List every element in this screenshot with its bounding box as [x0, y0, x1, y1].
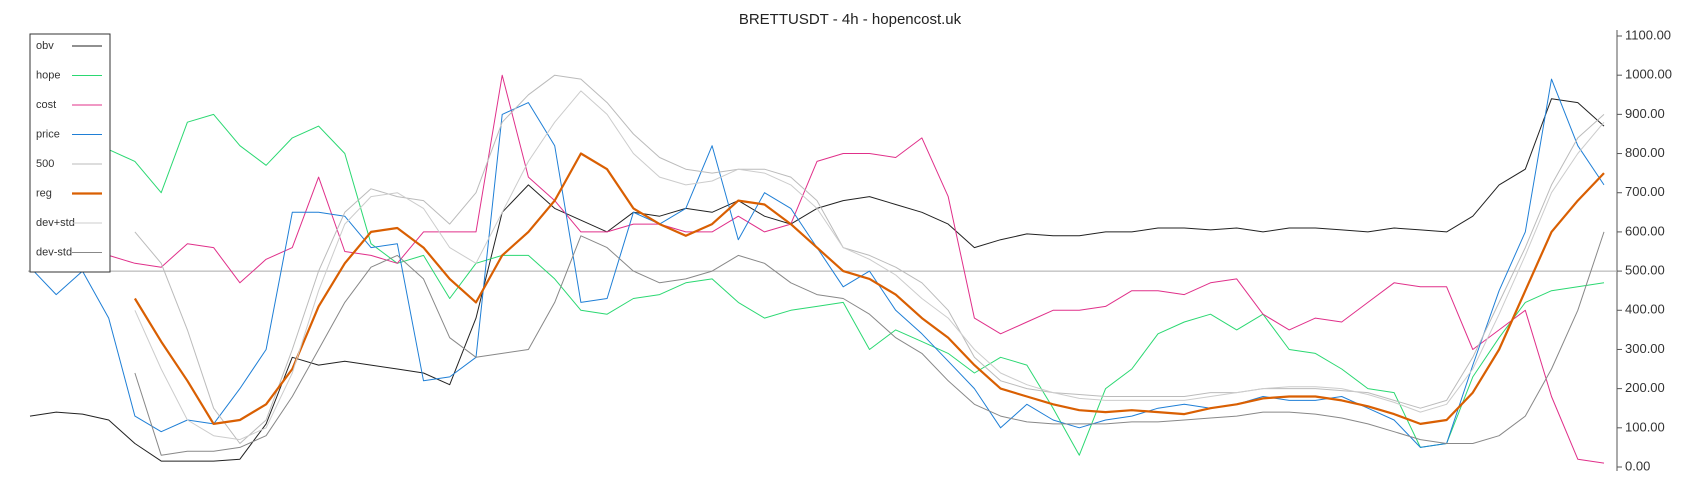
y-tick-label: 0.00 — [1625, 458, 1650, 473]
y-tick-label: 200.00 — [1625, 380, 1665, 395]
series-line — [134, 74, 1605, 444]
y-tick-label: 300.00 — [1625, 341, 1665, 356]
legend: obv hope cost price 500 reg dev+std dev-std — [29, 33, 111, 273]
chart-title: BRETTUSDT - 4h - hopencost.uk — [739, 11, 962, 28]
y-tick-label: 100.00 — [1625, 419, 1665, 434]
series-line — [133, 152, 1605, 425]
y-tick-label: 1000.00 — [1625, 67, 1672, 82]
legend-label: reg — [36, 187, 52, 199]
series-line — [134, 90, 1605, 441]
legend-label: dev+std — [36, 217, 75, 229]
y-tick-label: 900.00 — [1625, 106, 1665, 121]
y-tick-label: 700.00 — [1625, 184, 1665, 199]
legend-label: price — [36, 128, 60, 140]
series-line — [134, 231, 1605, 456]
series-line — [29, 113, 1605, 456]
y-tick-label: 400.00 — [1625, 302, 1665, 317]
legend-label: hope — [36, 69, 60, 81]
legend-label: cost — [36, 99, 56, 111]
legend-label: obv — [36, 40, 54, 52]
legend-label: dev-std — [36, 246, 72, 258]
y-tick-label: 1100.00 — [1625, 27, 1671, 42]
legend-label: 500 — [36, 158, 54, 170]
legend-box — [29, 33, 111, 273]
y-tick-label: 600.00 — [1625, 223, 1665, 238]
series-line — [30, 74, 1605, 464]
y-tick-label: 500.00 — [1625, 263, 1665, 278]
y-tick-label: 800.00 — [1625, 145, 1665, 160]
